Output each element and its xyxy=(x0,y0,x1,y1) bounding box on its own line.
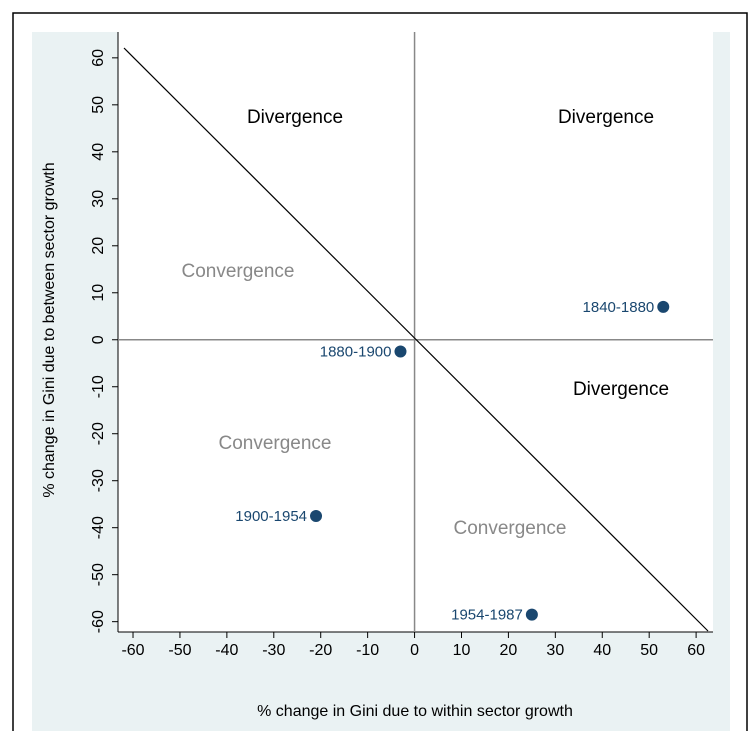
x-tick-label: -10 xyxy=(356,642,379,659)
point-label: 1900-1954 xyxy=(235,508,307,525)
x-tick-label: -60 xyxy=(121,642,144,659)
x-tick-label: 30 xyxy=(546,642,564,659)
y-tick-label: -10 xyxy=(90,375,107,398)
x-tick-label: -30 xyxy=(262,642,285,659)
diagonal-line xyxy=(123,47,709,632)
region-label: Convergence xyxy=(453,518,566,539)
y-tick-label: -40 xyxy=(90,516,107,539)
point-label: 1840-1880 xyxy=(583,299,655,316)
x-tick-label: -20 xyxy=(309,642,332,659)
point xyxy=(525,608,538,621)
x-tick-label: 50 xyxy=(640,642,658,659)
y-tick-label: 0 xyxy=(90,335,107,344)
region-label: Divergence xyxy=(247,107,343,128)
y-tick-label: 30 xyxy=(90,190,107,208)
point-label: 1880-1900 xyxy=(320,343,392,360)
y-tick-label: 50 xyxy=(90,96,107,114)
region-label: Divergence xyxy=(558,107,654,128)
y-tick-label: -20 xyxy=(90,422,107,445)
y-tick-label: 10 xyxy=(90,284,107,302)
x-tick-label: -40 xyxy=(215,642,238,659)
y-tick-label: 40 xyxy=(90,143,107,161)
y-tick-label: -60 xyxy=(90,610,107,633)
x-tick-label: 60 xyxy=(687,642,705,659)
region-label: Convergence xyxy=(218,433,331,454)
x-tick-label: 20 xyxy=(500,642,518,659)
point xyxy=(394,345,407,358)
plot-area xyxy=(118,32,713,632)
point xyxy=(310,509,323,522)
point-label: 1954-1987 xyxy=(451,607,523,624)
x-tick-label: 0 xyxy=(410,642,419,659)
region-label: Convergence xyxy=(181,261,294,282)
point xyxy=(657,300,670,313)
y-axis-label: % change in Gini due to between sector g… xyxy=(41,162,58,497)
x-axis-label: % change in Gini due to within sector gr… xyxy=(257,703,573,720)
x-tick-label: 40 xyxy=(593,642,611,659)
y-tick-label: 20 xyxy=(90,237,107,255)
region-label: Divergence xyxy=(573,379,669,400)
y-tick-label: 60 xyxy=(90,49,107,67)
x-tick-label: 10 xyxy=(453,642,471,659)
y-tick-label: -30 xyxy=(90,469,107,492)
y-tick-label: -50 xyxy=(90,563,107,586)
x-tick-label: -50 xyxy=(168,642,191,659)
